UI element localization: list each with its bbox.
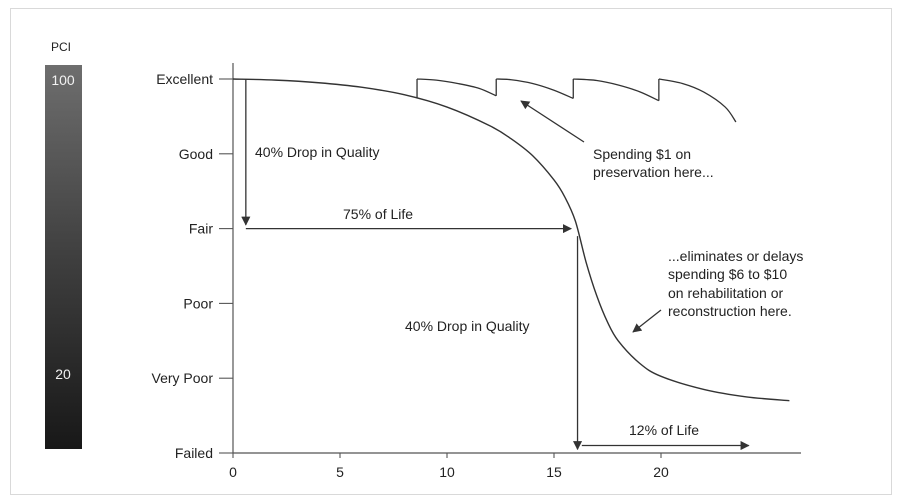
eliminates-text-line2: spending $6 to $10 bbox=[668, 266, 787, 282]
life75-label: 75% of Life bbox=[343, 206, 413, 222]
chart-frame: PCI 100 20 Excellent Good Fair Poor Very Poo… bbox=[10, 8, 892, 495]
pci-scale-marker-20: 20 bbox=[55, 366, 71, 382]
eliminates-text-line1: ...eliminates or delays bbox=[668, 248, 803, 264]
spending-text-line2: preservation here... bbox=[593, 164, 714, 180]
x-tick-label: 5 bbox=[336, 464, 344, 480]
reconstruction-pointer-arrow bbox=[632, 309, 662, 333]
pci-scale-top-value: 100 bbox=[51, 72, 75, 88]
condition-label-failed: Failed bbox=[175, 445, 213, 461]
condition-label-good: Good bbox=[179, 146, 213, 162]
eliminates-text-line4: reconstruction here. bbox=[668, 303, 792, 319]
pci-scale-bar bbox=[45, 65, 82, 449]
drop1-label: 40% Drop in Quality bbox=[255, 144, 380, 160]
x-tick-label: 0 bbox=[229, 464, 237, 480]
spending-text-line1: Spending $1 on bbox=[593, 146, 691, 162]
life12-label: 12% of Life bbox=[629, 422, 699, 438]
preservation-curve-2 bbox=[496, 78, 574, 100]
condition-labels: Excellent Good Fair Poor Very Poor Failed bbox=[152, 71, 233, 461]
x-tick-label: 10 bbox=[439, 464, 455, 480]
drop2-label: 40% Drop in Quality bbox=[405, 318, 530, 334]
deterioration-curve bbox=[232, 78, 790, 402]
condition-label-very-poor: Very Poor bbox=[152, 370, 214, 386]
x-tick-label: 20 bbox=[653, 464, 669, 480]
condition-label-fair: Fair bbox=[189, 221, 213, 237]
preservation-curve-3 bbox=[573, 78, 660, 102]
preservation-curves bbox=[416, 78, 737, 123]
preservation-curve-1 bbox=[417, 78, 497, 97]
x-tick-label: 15 bbox=[546, 464, 562, 480]
spending-pointer-arrow bbox=[520, 100, 585, 143]
condition-label-poor: Poor bbox=[183, 295, 213, 311]
x-tick-labels: 0 5 10 15 20 bbox=[229, 453, 669, 480]
eliminates-text-line3: on rehabilitation or bbox=[668, 285, 784, 301]
pci-scale-title: PCI bbox=[51, 40, 71, 54]
condition-label-excellent: Excellent bbox=[156, 71, 213, 87]
preservation-curve-4 bbox=[658, 78, 737, 123]
